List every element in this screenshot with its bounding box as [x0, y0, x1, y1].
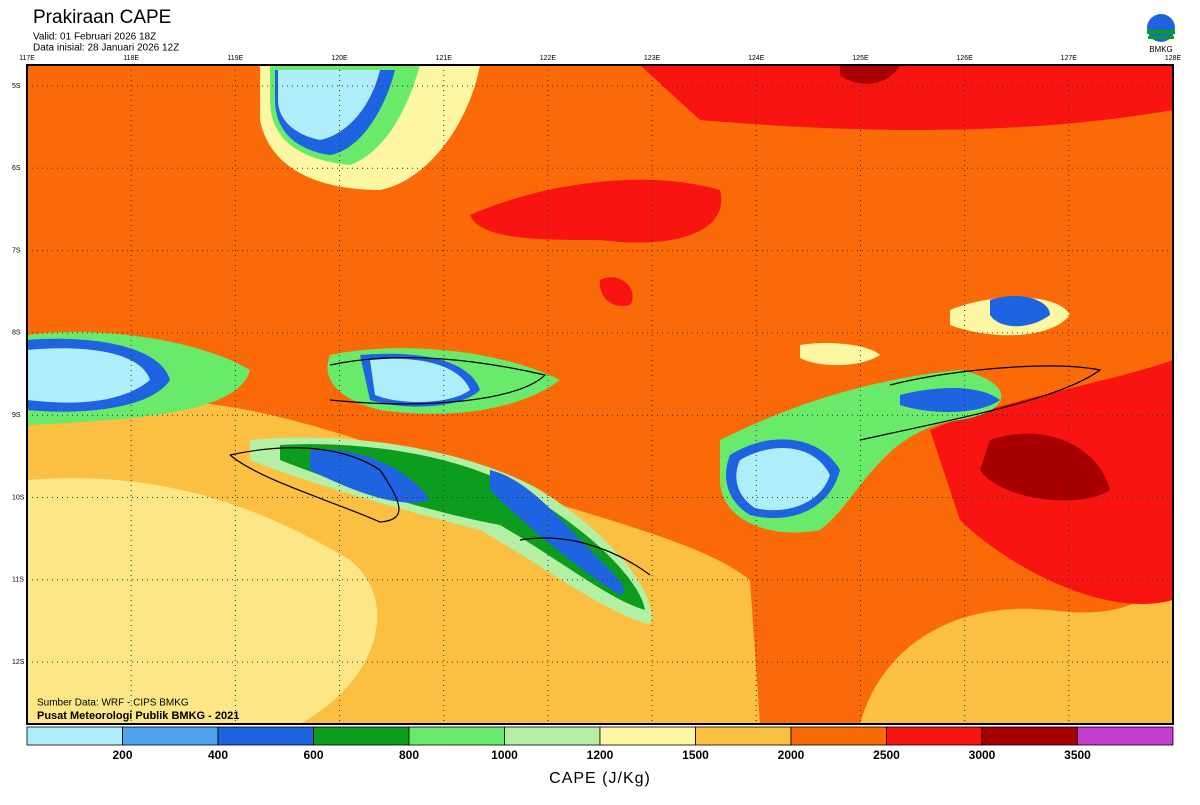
- colorbar-tick-label: 600: [303, 748, 323, 762]
- lon-label: 121E: [436, 55, 453, 62]
- colorbar-swatch: [313, 726, 410, 746]
- lon-label: 127E: [1061, 55, 1078, 62]
- credit: Sumber Data: WRF - CIPS BMKG: [37, 698, 189, 709]
- colorbar-swatch: [122, 726, 219, 746]
- lon-label: 123E: [644, 55, 661, 62]
- lat-label: 9S: [12, 412, 21, 419]
- grid: 117E 118E 119E 120E 121E 122E 123E 124E 125E 126E…: [12, 55, 1181, 724]
- colorbar-swatch: [886, 726, 983, 746]
- lon-label: 125E: [852, 55, 869, 62]
- lon-label: 119E: [227, 55, 243, 62]
- lon-label: 120E: [331, 55, 348, 62]
- colorbar-swatch: [790, 726, 887, 746]
- colorbar-swatch: [217, 726, 314, 746]
- init-time: Data inisial: 28 Januari 2026 12Z: [33, 43, 179, 54]
- colorbar: 200 400 600 800 1000 1200 1500 2000 2500 3000 3500: [26, 726, 1174, 762]
- colorbar-tick-label: 1500: [682, 748, 709, 762]
- lon-label: 118E: [123, 55, 139, 62]
- colorbar-swatch: [695, 726, 792, 746]
- lat-label: 7S: [12, 247, 21, 254]
- colorbar-tick-label: 3500: [1064, 748, 1091, 762]
- lon-label: 124E: [748, 55, 765, 62]
- colorbar-title: CAPE (J/Kg): [549, 770, 651, 787]
- lat-label: 11S: [12, 577, 24, 584]
- colorbar-swatch: [26, 726, 123, 746]
- colorbar-tick-label: 2000: [778, 748, 805, 762]
- lat-label: 10S: [12, 494, 25, 501]
- map-frame: [26, 64, 1174, 725]
- credit: Pusat Meteorologi Publik BMKG - 2021: [37, 710, 239, 722]
- logo: BMKG: [1147, 14, 1175, 54]
- colorbar-swatch: [504, 726, 601, 746]
- colorbar-tick-label: 3000: [969, 748, 996, 762]
- valid-time: Valid: 01 Februari 2026 18Z: [33, 32, 156, 43]
- colorbar-swatch: [981, 726, 1078, 746]
- colorbar-swatch: [1077, 726, 1174, 746]
- lat-label: 6S: [12, 165, 21, 172]
- colorbar-tick-label: 1000: [491, 748, 518, 762]
- colorbar-tick-label: 2500: [873, 748, 900, 762]
- colorbar-swatch: [408, 726, 505, 746]
- colorbar-tick-label: 200: [112, 748, 132, 762]
- lat-label: 8S: [12, 330, 21, 337]
- lon-label: 128E: [1165, 55, 1182, 62]
- title: Prakiraan CAPE: [33, 7, 171, 28]
- colorbar-tick-label: 400: [208, 748, 228, 762]
- lon-label: 126E: [956, 55, 973, 62]
- cape-field: [27, 65, 1173, 724]
- lat-label: 12S: [12, 659, 25, 666]
- lon-label: 117E: [19, 55, 35, 62]
- colorbar-tick-label: 800: [399, 748, 419, 762]
- colorbar-tick-label: 1200: [587, 748, 614, 762]
- lat-label: 5S: [12, 83, 21, 90]
- logo-text: BMKG: [1149, 45, 1173, 54]
- colorbar-swatch: [599, 726, 696, 746]
- lon-label: 122E: [540, 55, 557, 62]
